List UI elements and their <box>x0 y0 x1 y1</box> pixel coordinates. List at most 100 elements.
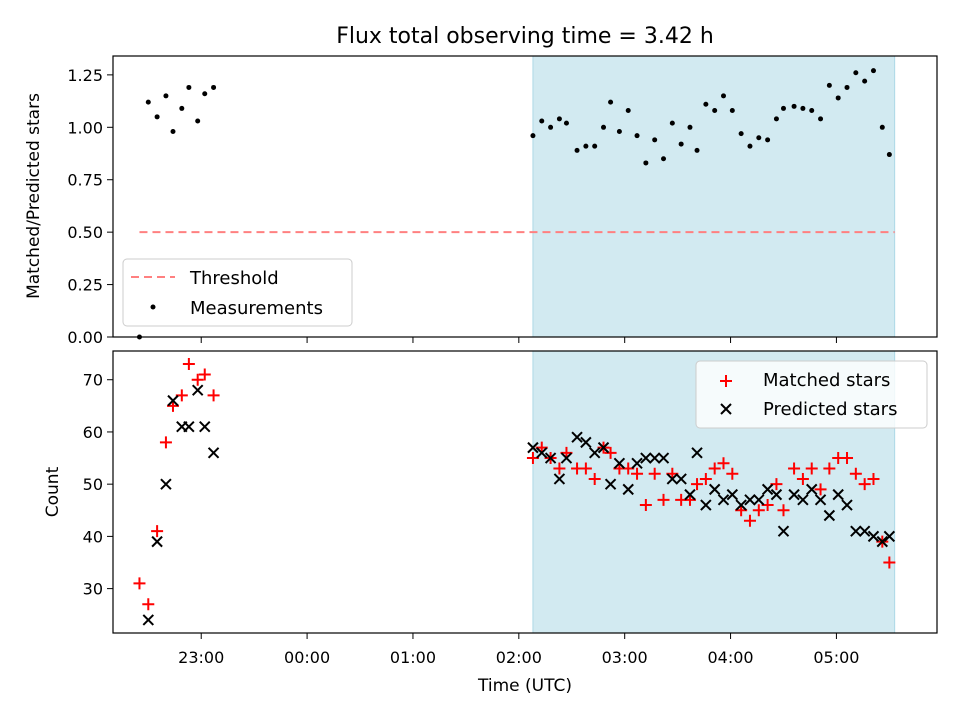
matched-star-point <box>639 499 652 512</box>
predicted-star-point <box>876 535 889 548</box>
legend-threshold-label: Threshold <box>189 268 279 289</box>
predicted-star-point <box>717 494 730 506</box>
predicted-star-point <box>580 436 592 449</box>
figure-title: Flux total observing time = 3.42 h <box>336 24 714 49</box>
x-tick-label: 04:00 <box>708 648 754 667</box>
measurement-point <box>195 118 201 124</box>
matched-star-point <box>708 462 721 475</box>
measurement-point <box>563 120 569 126</box>
measurement-point <box>539 118 545 124</box>
measurement-point <box>729 108 735 114</box>
x-tick-label: 02:00 <box>496 648 542 667</box>
predicted-star-point <box>726 488 739 501</box>
predicted-star-point <box>735 499 747 511</box>
legend-predicted-marker <box>720 403 732 415</box>
matched-star-point <box>796 472 809 485</box>
measurement-point <box>643 160 649 166</box>
predicted-star-point <box>858 525 871 537</box>
measurement-point <box>652 137 658 143</box>
top-y-tick-label: 1.25 <box>67 66 103 85</box>
top-y-axis-label: Matched/Predicted stars <box>24 93 44 299</box>
matched-star-point <box>777 504 790 517</box>
measurement-point <box>625 108 631 114</box>
measurement-point <box>634 133 640 139</box>
matched-star-point <box>622 462 635 475</box>
matched-star-point <box>841 452 854 465</box>
top-y-tick-label: 0.00 <box>67 328 103 347</box>
predicted-star-point <box>648 452 661 464</box>
bottom-panel: 30 40 50 60 70 23:00 00:00 01:00 02:00 03:00 04:0… <box>43 350 938 696</box>
measurement-point <box>556 116 562 122</box>
measurement-point <box>669 120 675 126</box>
predicted-star-point <box>640 452 652 464</box>
predicted-star-point <box>700 499 712 511</box>
predicted-star-point <box>183 421 195 433</box>
predicted-star-point <box>622 483 634 496</box>
predicted-star-point <box>753 494 765 506</box>
measurement-point <box>862 78 868 84</box>
matched-star-point <box>133 577 146 590</box>
measurement-point <box>853 70 859 76</box>
measurement-point <box>738 131 744 137</box>
top-y-tick-label: 0.25 <box>67 276 103 295</box>
measurement-point <box>712 108 718 114</box>
x-tick-label: 01:00 <box>390 648 436 667</box>
matched-star-point <box>631 467 644 480</box>
measurement-point <box>211 84 217 90</box>
predicted-star-point <box>527 441 539 454</box>
matched-star-point <box>159 436 172 449</box>
predicted-star-point <box>777 525 790 537</box>
measurement-point <box>780 105 786 111</box>
measurement-point <box>879 124 885 130</box>
predicted-star-point <box>832 488 844 501</box>
predicted-star-point <box>604 478 617 490</box>
measurement-point <box>844 84 850 90</box>
matched-star-point <box>849 467 862 480</box>
matched-star-point <box>151 525 164 538</box>
matched-star-point <box>883 556 896 569</box>
measurement-point <box>694 147 700 153</box>
legend-measurements-marker <box>150 304 156 310</box>
predicted-star-point <box>657 452 670 464</box>
top-y-tick-label: 1.00 <box>67 118 103 137</box>
bottom-y-tick-label: 40 <box>83 527 103 546</box>
predicted-star-point <box>788 488 800 501</box>
legend-predicted-label: Predicted stars <box>763 399 897 420</box>
x-tick-label: 00:00 <box>284 648 330 667</box>
measurement-point <box>687 124 693 130</box>
predicted-star-point <box>588 447 601 459</box>
predicted-star-point <box>160 478 172 490</box>
matched-star-point <box>858 478 871 491</box>
matched-star-point <box>648 467 661 480</box>
predicted-star-point <box>867 530 880 543</box>
matched-star-point <box>579 462 592 475</box>
predicted-star-point <box>191 384 204 396</box>
matched-star-point <box>726 467 739 480</box>
predicted-star-point <box>797 494 809 506</box>
matched-star-point <box>699 472 712 485</box>
x-tick-label: 05:00 <box>813 648 859 667</box>
matched-star-point <box>553 462 566 475</box>
measurement-point <box>791 103 797 109</box>
top-y-tick-label: 0.75 <box>67 171 103 190</box>
matched-star-point <box>823 462 836 475</box>
measurement-point <box>548 124 554 130</box>
legend-measurements-label: Measurements <box>190 298 323 319</box>
matched-star-point <box>588 472 601 485</box>
matched-star-point <box>604 446 617 459</box>
measurement-point <box>809 108 815 114</box>
top-panel: 0.00 0.25 0.50 0.75 1.00 1.25 Matched/Predict… <box>24 55 938 347</box>
predicted-star-point <box>761 483 774 496</box>
bottom-y-tick-label: 60 <box>83 423 103 442</box>
bottom-y-axis-label: Count <box>43 466 63 517</box>
predicted-star-point <box>814 494 827 506</box>
matched-star-point <box>657 493 670 506</box>
predicted-star-point <box>744 494 756 506</box>
predicted-star-point <box>544 452 557 464</box>
predicted-star-point <box>207 447 220 459</box>
matched-star-point <box>691 478 704 491</box>
matched-star-point <box>788 462 801 475</box>
measurement-point <box>703 101 709 107</box>
predicted-star-point <box>553 473 566 485</box>
